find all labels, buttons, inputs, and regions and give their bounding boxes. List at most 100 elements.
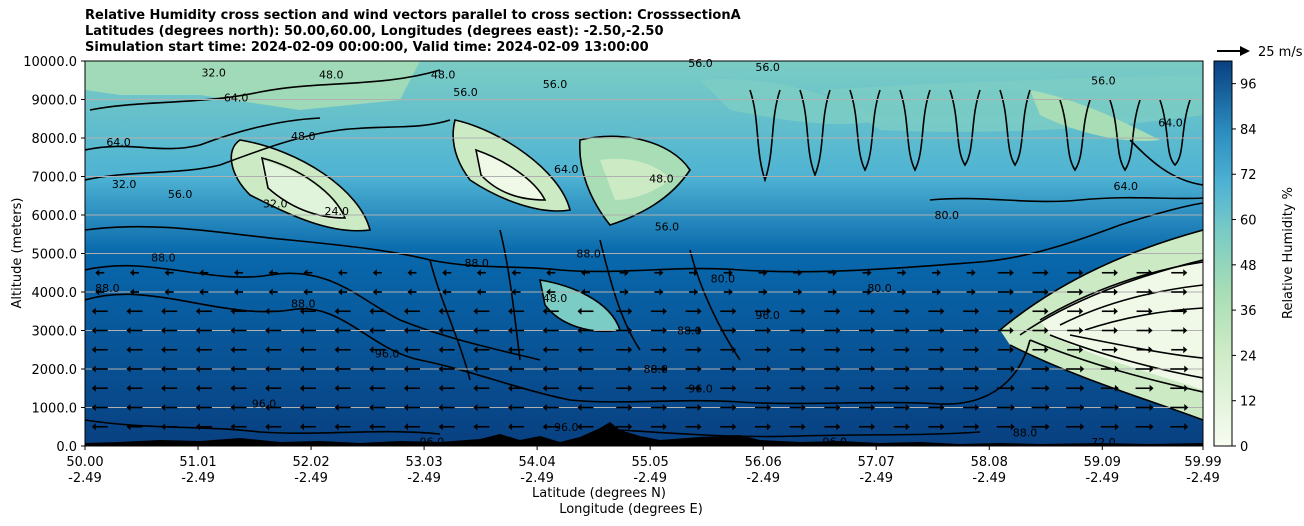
wind-vector-head	[1114, 423, 1119, 431]
contour-label: 56.0	[168, 188, 193, 201]
contour-label: 48.0	[543, 292, 568, 305]
wind-vector-head	[1009, 307, 1014, 315]
x-tick-label-lon: -2.49	[68, 471, 102, 486]
y-tick-label: 1000.0	[32, 402, 78, 417]
wind-vector-head	[195, 365, 200, 373]
wind-vector-head	[1009, 269, 1014, 277]
contour-label: 80.0	[711, 273, 736, 286]
wind-vector-head	[1114, 365, 1119, 373]
wind-vector-head	[1184, 404, 1189, 411]
contour-label: 64.0	[106, 136, 131, 149]
wind-vector-head	[1009, 346, 1014, 354]
wind-vector-head	[473, 365, 478, 373]
wind-vector-head	[902, 288, 907, 296]
wind-vector-head	[230, 384, 235, 392]
x-tick-label-lat: 59.09	[1084, 455, 1121, 470]
wind-vector-head	[161, 307, 166, 315]
wind-vector-head	[1044, 269, 1049, 277]
contour-label: 88.0	[151, 251, 176, 264]
wind-vector-head	[905, 327, 910, 334]
wind-vector-head	[577, 404, 582, 411]
wind-vector-head	[732, 384, 737, 392]
colorbar-gradient	[1213, 60, 1233, 447]
wind-vector-head	[801, 423, 806, 431]
wind-vector-head	[975, 404, 980, 411]
wind-vector-head	[1148, 288, 1153, 296]
wind-vector-head	[95, 288, 100, 296]
wind-vector-head	[1044, 307, 1049, 315]
chart-title-line-2: Latitudes (degrees north): 50.00,60.00, …	[85, 24, 664, 39]
wind-vector-head	[508, 404, 513, 411]
colorbar-tick-label: 48	[1240, 259, 1257, 274]
wind-vector-head	[732, 327, 737, 334]
wind-vector-head	[766, 346, 771, 354]
contour-label: 96.0	[420, 435, 445, 448]
x-tick-label-lon: -2.49	[859, 471, 893, 486]
wind-vector-head	[662, 327, 667, 334]
wind-vector-head	[299, 327, 304, 334]
wind-vector-head	[628, 346, 633, 354]
wind-vector-head	[940, 423, 945, 431]
wind-vector-head	[1080, 404, 1085, 411]
wind-vector-head	[628, 365, 633, 373]
x-axis-label-latitude: Latitude (degrees N)	[532, 486, 666, 501]
contour-label: 80.0	[934, 209, 959, 222]
wind-vector-head	[1010, 404, 1015, 411]
wind-vector-head	[442, 269, 447, 277]
wind-vector-head	[801, 404, 806, 411]
wind-vector-head	[369, 365, 374, 373]
wind-vector-head	[662, 307, 667, 315]
wind-vector-head	[199, 288, 204, 296]
wind-vector-head	[265, 346, 270, 354]
wind-vector-head	[697, 307, 702, 315]
wind-vector-head	[546, 288, 551, 296]
wind-vector-head	[542, 365, 547, 373]
contour-label: 96.0	[755, 309, 780, 322]
wind-vector-head	[975, 423, 980, 431]
wind-vector-head	[697, 365, 702, 373]
contour-label: 56.0	[1091, 74, 1116, 87]
x-tick-label-lat: 59.99	[1184, 455, 1221, 470]
wind-vector-head	[1149, 384, 1154, 392]
wind-vector-head	[1045, 365, 1050, 373]
y-tick-label: 9000.0	[32, 94, 78, 109]
wind-vector-head	[303, 269, 308, 277]
wind-vector-head	[940, 404, 945, 411]
wind-vector-head	[508, 307, 513, 315]
wind-vector-head	[1183, 346, 1188, 354]
wind-vector-head	[697, 404, 702, 411]
x-tick-label-lon: -2.49	[407, 471, 441, 486]
wind-vector-head	[299, 423, 304, 431]
wind-vector-head	[577, 346, 582, 354]
wind-vector-head	[161, 404, 166, 411]
contour-label: 48.0	[291, 130, 316, 143]
wind-vector-head	[1148, 307, 1153, 315]
wind-vector-head	[265, 365, 270, 373]
wind-vector-head	[659, 288, 664, 296]
wind-vector-head	[334, 404, 339, 411]
contour-label: 88.0	[644, 363, 669, 376]
x-tick-label-lat: 57.07	[858, 455, 895, 470]
x-tick-label-lon: -2.49	[972, 471, 1006, 486]
wind-vector-head	[832, 269, 837, 277]
wind-vector-head	[1045, 384, 1050, 392]
wind-vector-head	[1114, 384, 1119, 392]
wind-vector-head	[195, 327, 200, 334]
wind-vector-head	[871, 404, 876, 411]
wind-vector-head	[476, 288, 481, 296]
wind-vector-head	[732, 404, 737, 411]
wind-vector-head	[372, 269, 377, 277]
y-tick-label: 10000.0	[23, 55, 77, 70]
wind-vector-head	[1044, 346, 1049, 354]
wind-vector-head	[624, 269, 629, 277]
wind-vector-head	[95, 269, 100, 277]
y-tick-label: 4000.0	[32, 286, 78, 301]
wind-vector-head	[404, 384, 409, 392]
wind-vector-head	[902, 269, 907, 277]
wind-vector-head	[801, 327, 806, 334]
wind-vector-head	[766, 327, 771, 334]
wind-vector-head	[624, 288, 629, 296]
colorbar-tick-label: 72	[1240, 168, 1257, 183]
x-tick-label-lon: -2.49	[294, 471, 328, 486]
